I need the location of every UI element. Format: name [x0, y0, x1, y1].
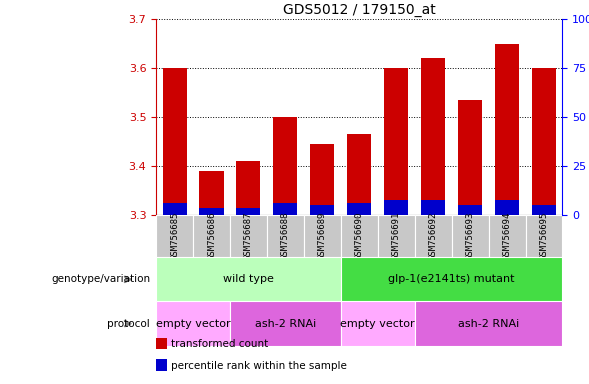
- Title: GDS5012 / 179150_at: GDS5012 / 179150_at: [283, 3, 436, 17]
- Text: GSM756691: GSM756691: [392, 211, 401, 260]
- Bar: [310, 205, 335, 215]
- Text: ash-2 RNAi: ash-2 RNAi: [458, 318, 519, 329]
- Bar: [310, 144, 335, 215]
- Text: glp-1(e2141ts) mutant: glp-1(e2141ts) mutant: [388, 274, 515, 285]
- Bar: [452, 215, 489, 257]
- Bar: [193, 215, 230, 257]
- Text: GSM756690: GSM756690: [355, 211, 364, 260]
- Text: wild type: wild type: [223, 274, 274, 285]
- Bar: [236, 161, 260, 215]
- Bar: [348, 203, 371, 215]
- Bar: [489, 215, 525, 257]
- Text: GSM756689: GSM756689: [318, 211, 327, 260]
- Bar: [384, 68, 408, 215]
- Bar: [304, 215, 341, 257]
- Text: empty vector: empty vector: [155, 318, 230, 329]
- Text: ash-2 RNAi: ash-2 RNAi: [255, 318, 316, 329]
- Bar: [163, 203, 187, 215]
- Bar: [200, 171, 223, 215]
- Bar: [421, 58, 445, 215]
- Text: GSM756694: GSM756694: [502, 211, 512, 260]
- Bar: [341, 257, 562, 301]
- Bar: [230, 215, 267, 257]
- Bar: [273, 117, 297, 215]
- Bar: [341, 301, 415, 346]
- Bar: [200, 208, 223, 215]
- Bar: [156, 215, 193, 257]
- Text: GSM756688: GSM756688: [281, 211, 290, 260]
- Bar: [495, 200, 519, 215]
- Bar: [421, 200, 445, 215]
- Text: empty vector: empty vector: [340, 318, 415, 329]
- Bar: [230, 301, 341, 346]
- Bar: [415, 301, 562, 346]
- Bar: [458, 100, 482, 215]
- Text: GSM756685: GSM756685: [170, 211, 179, 260]
- Bar: [163, 68, 187, 215]
- Text: protocol: protocol: [107, 318, 150, 329]
- Bar: [273, 203, 297, 215]
- Text: GSM756686: GSM756686: [207, 211, 216, 260]
- Bar: [532, 68, 556, 215]
- Bar: [341, 215, 378, 257]
- Bar: [384, 200, 408, 215]
- Bar: [236, 208, 260, 215]
- Bar: [156, 301, 230, 346]
- Text: GSM756695: GSM756695: [540, 211, 548, 260]
- Text: GSM756693: GSM756693: [466, 211, 475, 260]
- Text: genotype/variation: genotype/variation: [51, 274, 150, 285]
- Text: GSM756692: GSM756692: [429, 211, 438, 260]
- Bar: [348, 134, 371, 215]
- Bar: [495, 44, 519, 215]
- Bar: [458, 205, 482, 215]
- Bar: [267, 215, 304, 257]
- Bar: [415, 215, 452, 257]
- Text: transformed count: transformed count: [171, 339, 268, 349]
- Bar: [378, 215, 415, 257]
- Text: percentile rank within the sample: percentile rank within the sample: [171, 361, 347, 371]
- Bar: [156, 257, 341, 301]
- Bar: [532, 205, 556, 215]
- Bar: [525, 215, 562, 257]
- Text: GSM756687: GSM756687: [244, 211, 253, 260]
